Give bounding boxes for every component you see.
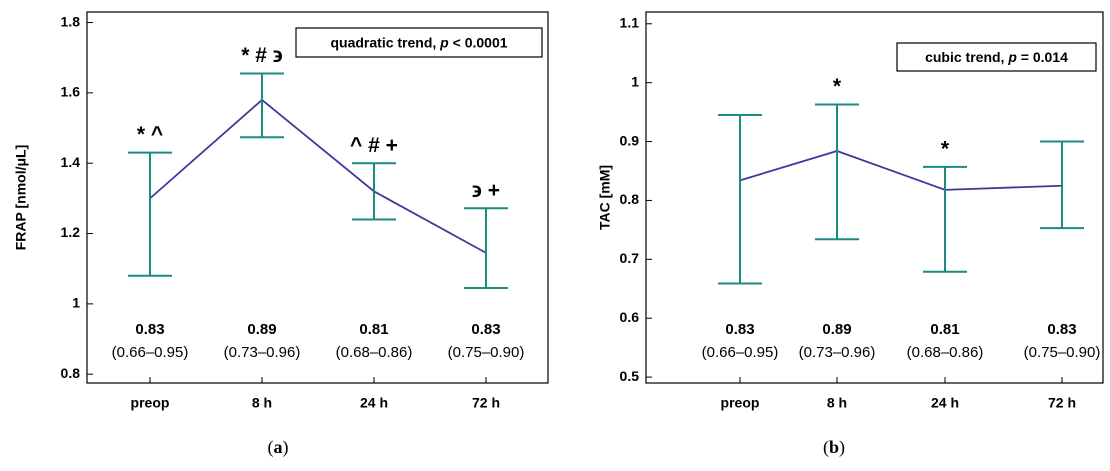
significance-marker: ϶ + (472, 179, 500, 202)
median-value: 0.89 (247, 321, 276, 338)
median-value: 0.83 (135, 321, 164, 338)
y-tick-label: 0.7 (620, 250, 640, 266)
y-tick-label: 0.5 (620, 368, 640, 384)
y-tick-label: 1.2 (61, 224, 81, 240)
trend-text: cubic trend, p = 0.014 (925, 49, 1068, 65)
y-tick-label: 1.4 (61, 154, 81, 170)
y-tick-label: 0.8 (61, 365, 81, 381)
y-axis-label: FRAP [nmol/μL] (13, 145, 29, 251)
y-tick-label: 0.9 (620, 132, 640, 148)
trend-part: = 0.014 (1017, 49, 1068, 65)
caption-part: ) (283, 437, 289, 458)
trend-part: < 0.0001 (449, 34, 508, 50)
trend-part: p (439, 34, 449, 50)
significance-marker: * (833, 75, 842, 98)
mean-line (149, 98, 487, 254)
trend-part: cubic trend, (925, 49, 1008, 65)
significance-marker: * (941, 137, 950, 160)
caption-part: ( (823, 437, 829, 458)
significance-marker: ^ # + (350, 134, 398, 157)
y-tick-label: 1.1 (620, 14, 640, 30)
y-tick-label: 1 (631, 73, 639, 89)
plot-frame (86, 11, 549, 384)
median-range: (0.66–0.95) (702, 344, 779, 361)
median-value: 0.89 (822, 321, 851, 338)
caption-part: ( (268, 437, 274, 458)
trend-part: quadratic trend, (330, 34, 440, 50)
significance-marker: * ^ (137, 123, 163, 146)
median-range: (0.75–0.90) (1024, 344, 1101, 361)
median-value: 0.83 (725, 321, 754, 338)
trend-box (896, 42, 1097, 72)
median-range: (0.66–0.95) (112, 344, 189, 361)
x-tick-label: 72 h (1048, 395, 1076, 411)
trend-box (295, 27, 543, 58)
caption-part: ) (839, 437, 845, 458)
significance-marker: * # ϶ (241, 44, 283, 67)
mean-line (739, 150, 1063, 191)
caption-part: a (274, 437, 283, 457)
caption: (b) (823, 437, 845, 458)
x-tick-label: 24 h (360, 395, 388, 411)
median-value: 0.83 (471, 321, 500, 338)
median-range: (0.68–0.86) (907, 344, 984, 361)
y-tick-label: 0.8 (620, 191, 640, 207)
caption-part: b (829, 437, 839, 457)
x-tick-label: 8 h (252, 395, 272, 411)
median-range: (0.68–0.86) (336, 344, 413, 361)
y-tick-label: 0.6 (620, 309, 640, 325)
median-value: 0.81 (930, 321, 959, 338)
x-tick-label: 24 h (931, 395, 959, 411)
median-range: (0.73–0.96) (799, 344, 876, 361)
caption: (a) (268, 437, 289, 458)
median-range: (0.75–0.90) (448, 344, 525, 361)
x-tick-label: preop (721, 395, 760, 411)
y-tick-label: 1.8 (61, 13, 81, 29)
x-tick-label: 8 h (827, 395, 847, 411)
y-tick-label: 1.6 (61, 84, 81, 100)
trend-part: p (1007, 49, 1017, 65)
median-value: 0.83 (1047, 321, 1076, 338)
plot-frame (645, 11, 1104, 384)
x-tick-label: 72 h (472, 395, 500, 411)
y-tick-label: 1 (72, 295, 80, 311)
x-tick-label: preop (131, 395, 170, 411)
median-value: 0.81 (359, 321, 388, 338)
y-axis-label: TAC [mM] (597, 165, 613, 230)
trend-text: quadratic trend, p < 0.0001 (330, 34, 507, 50)
median-range: (0.73–0.96) (224, 344, 301, 361)
